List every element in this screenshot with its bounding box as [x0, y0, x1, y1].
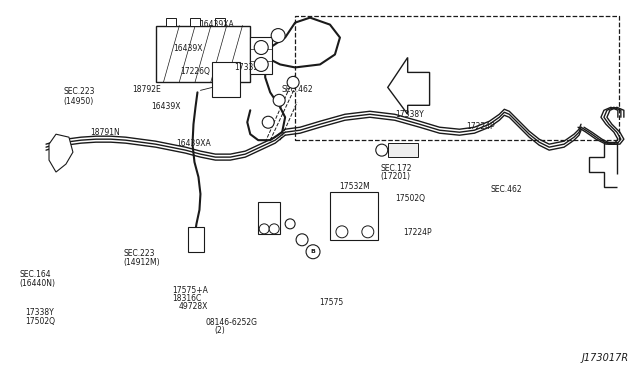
- Circle shape: [254, 58, 268, 71]
- Text: 17224P: 17224P: [403, 228, 431, 237]
- Bar: [250, 36, 272, 74]
- Bar: [166, 17, 175, 26]
- Text: 17532M: 17532M: [339, 182, 370, 191]
- Circle shape: [362, 226, 374, 238]
- Text: 17226Q: 17226Q: [180, 67, 210, 76]
- Text: (14950): (14950): [64, 97, 94, 106]
- Text: (17201): (17201): [381, 172, 411, 181]
- Text: 17224P: 17224P: [467, 122, 495, 131]
- Bar: [216, 17, 225, 26]
- Text: 18316C: 18316C: [172, 294, 202, 303]
- Text: 17575: 17575: [319, 298, 343, 307]
- Text: J173017R: J173017R: [582, 353, 629, 363]
- Bar: [388, 143, 418, 157]
- Bar: [212, 62, 240, 97]
- Circle shape: [376, 144, 388, 156]
- Text: 18791N: 18791N: [90, 128, 120, 137]
- Text: 17338Y: 17338Y: [26, 308, 54, 317]
- Text: 16439XA: 16439XA: [177, 139, 211, 148]
- Polygon shape: [388, 58, 429, 114]
- Text: SEC.462: SEC.462: [282, 85, 314, 94]
- Text: 17502Q: 17502Q: [26, 317, 56, 326]
- Polygon shape: [49, 134, 73, 172]
- Circle shape: [306, 245, 320, 259]
- Bar: [189, 227, 204, 252]
- Text: (14912M): (14912M): [124, 258, 160, 267]
- Text: SEC.164: SEC.164: [19, 270, 51, 279]
- Circle shape: [296, 234, 308, 246]
- Text: 16439X: 16439X: [173, 44, 203, 53]
- Circle shape: [273, 94, 285, 106]
- Circle shape: [287, 76, 299, 89]
- Text: 49728X: 49728X: [179, 302, 208, 311]
- Text: SEC.223: SEC.223: [124, 249, 155, 258]
- Circle shape: [285, 219, 295, 229]
- Circle shape: [271, 29, 285, 42]
- Text: 17575+A: 17575+A: [172, 286, 208, 295]
- Text: 17335X: 17335X: [234, 63, 264, 72]
- Circle shape: [336, 226, 348, 238]
- Bar: [191, 17, 200, 26]
- Text: (16440N): (16440N): [19, 279, 55, 288]
- Bar: [156, 26, 250, 82]
- Bar: [330, 192, 378, 240]
- Circle shape: [262, 116, 274, 128]
- Text: (2): (2): [215, 326, 225, 335]
- Text: SEC.172: SEC.172: [381, 164, 412, 173]
- Circle shape: [269, 224, 279, 234]
- Text: 08146-6252G: 08146-6252G: [205, 318, 257, 327]
- Circle shape: [254, 41, 268, 54]
- Text: 17502Q: 17502Q: [396, 195, 425, 203]
- Text: SEC.223: SEC.223: [64, 87, 95, 96]
- Text: 17338Y: 17338Y: [396, 110, 424, 119]
- Circle shape: [259, 224, 269, 234]
- Bar: [258, 202, 280, 234]
- Text: 16439X: 16439X: [151, 102, 180, 111]
- Text: B: B: [310, 249, 316, 254]
- Text: 16439XA: 16439XA: [199, 20, 234, 29]
- Text: SEC.462: SEC.462: [491, 185, 522, 194]
- Text: 18792E: 18792E: [132, 85, 161, 94]
